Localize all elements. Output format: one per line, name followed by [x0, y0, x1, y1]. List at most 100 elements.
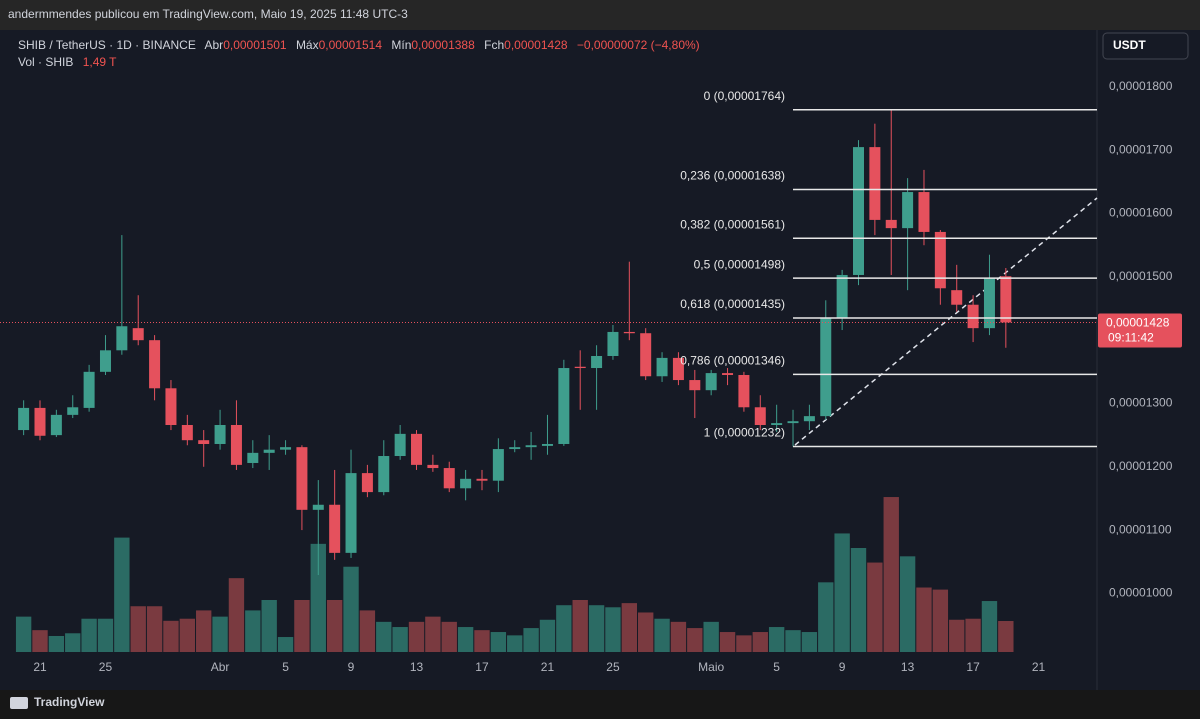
volume-bar [48, 635, 65, 652]
y-tick-label: 0,00001200 [1109, 459, 1173, 473]
currency-button[interactable] [1102, 32, 1189, 60]
candle-body [18, 407, 30, 431]
candle-body [771, 423, 783, 426]
candle-body [99, 350, 111, 372]
candle-body [722, 373, 734, 375]
plot [15, 109, 1097, 652]
volume-bar [867, 562, 883, 652]
candle-body [853, 147, 864, 275]
volume-bar [474, 630, 490, 652]
x-tick-label: 17 [966, 660, 980, 674]
volume-bar [277, 637, 294, 652]
candle-body [885, 219, 897, 229]
volume-bar [654, 618, 670, 652]
candle-body [934, 231, 946, 289]
candle-body [312, 504, 324, 510]
price-tag-value: 0,00001428 [1106, 316, 1170, 330]
high-label: Máx [296, 38, 319, 52]
y-tick-label: 0,00001700 [1109, 142, 1173, 156]
candle-body [394, 433, 406, 457]
volume-bar [310, 543, 326, 652]
open-label: Abr [205, 38, 224, 52]
volume-bar [81, 618, 97, 652]
candle-body [345, 473, 357, 553]
trend-line [794, 197, 1098, 446]
volume-bar [457, 627, 474, 652]
volume-bar [97, 618, 114, 652]
candle-body [787, 421, 799, 424]
volume-bar [441, 621, 457, 652]
volume-bar [359, 610, 376, 652]
candle-body [640, 333, 652, 377]
volume-bar [703, 621, 719, 652]
candle-body [983, 278, 995, 329]
volume-bar [752, 632, 768, 652]
top-bar [0, 0, 1200, 30]
volume-bar [490, 632, 507, 652]
volume-bar [916, 587, 932, 652]
volume-bar [687, 628, 703, 652]
symbol: SHIB / TetherUS · 1D · BINANCE [18, 38, 196, 52]
candle-body [1000, 276, 1012, 323]
volume-bar [15, 616, 32, 652]
volume-bar [638, 612, 654, 652]
candle-body [558, 368, 570, 444]
candle-body [607, 331, 619, 357]
x-tick-label: 13 [901, 660, 915, 674]
candle-body [918, 192, 930, 232]
volume-bar [605, 607, 621, 652]
candle-body [460, 478, 472, 489]
candle-body [263, 449, 275, 453]
y-tick-label: 0,00001500 [1109, 269, 1173, 283]
volume-bar [196, 610, 212, 652]
change-value: −0,00000072 (−4,80%) [577, 38, 700, 52]
candle-body [132, 328, 144, 341]
volume-bar [163, 620, 179, 652]
volume-bar [212, 616, 228, 652]
candle-body [689, 380, 701, 391]
currency[interactable]: USDT [1113, 38, 1146, 52]
x-tick-label: 9 [839, 660, 846, 674]
x-tick-label: 9 [348, 660, 355, 674]
x-tick-label: 21 [1032, 660, 1046, 674]
volume-bar [768, 627, 785, 652]
volume-bar [899, 556, 916, 652]
volume-bar [932, 589, 949, 652]
brand: TradingView [34, 695, 105, 709]
candle-body [411, 433, 423, 465]
x-tick-label: Abr [211, 660, 230, 674]
candle-body [247, 452, 259, 463]
volume-bar [998, 621, 1014, 652]
candle-body [83, 371, 95, 408]
x-tick-label: Maio [698, 660, 724, 674]
candle-body [820, 318, 832, 417]
volume-bar [523, 628, 539, 652]
candle-body [869, 147, 881, 220]
volume-bar [32, 630, 48, 652]
volume-bar [228, 578, 245, 652]
volume-bar [818, 582, 834, 652]
volume-bar [326, 600, 343, 652]
candle-body [803, 416, 815, 422]
volume-bar [343, 566, 359, 652]
candle-body [378, 456, 390, 493]
volume-bar [736, 635, 752, 652]
x-tick-label: 13 [410, 660, 424, 674]
volume-bar [245, 610, 261, 652]
volume-bar [850, 548, 867, 652]
volume-bar [130, 606, 146, 652]
candle-body [967, 304, 979, 329]
volume-bar [588, 605, 605, 652]
candle-body [296, 447, 308, 510]
close-value: 0,00001428 [504, 38, 568, 52]
candle-body [214, 425, 226, 444]
candle-body [34, 407, 46, 436]
brand-logo: TradingView [10, 695, 105, 709]
volume-bar [261, 600, 277, 652]
low-value: 0,00001388 [411, 38, 475, 52]
bottom-bar [0, 690, 1200, 719]
candle-body [165, 388, 177, 426]
candle-body [67, 407, 79, 415]
